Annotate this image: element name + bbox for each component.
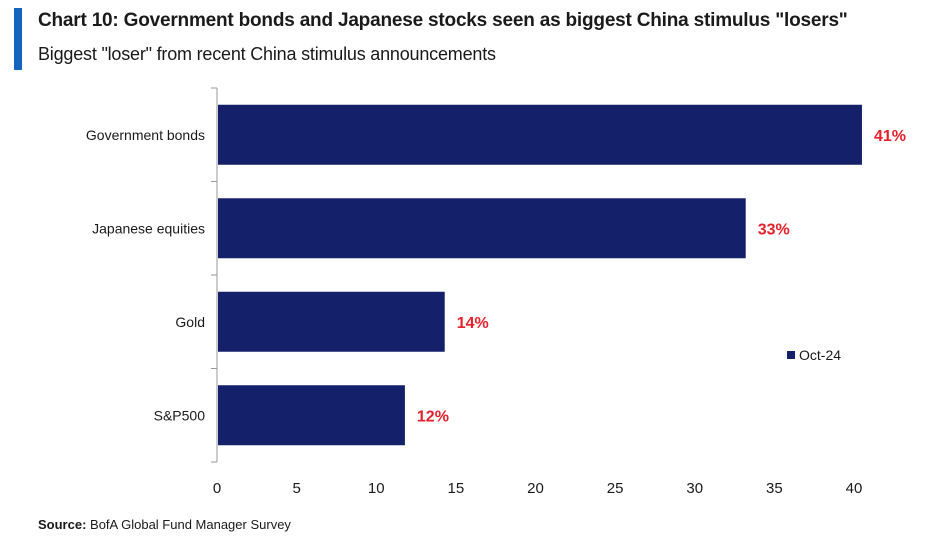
bar bbox=[218, 385, 405, 446]
legend-swatch bbox=[787, 351, 795, 359]
source-label: Source: bbox=[38, 517, 87, 532]
data-label: 41% bbox=[874, 128, 906, 145]
chart-subtitle: Biggest "loser" from recent China stimul… bbox=[38, 44, 496, 64]
category-label: Gold bbox=[175, 314, 205, 330]
x-tick-label: 5 bbox=[292, 480, 300, 497]
bar bbox=[218, 198, 746, 259]
bar bbox=[218, 104, 862, 165]
x-tick-label: 0 bbox=[213, 480, 221, 497]
chart-title: Chart 10: Government bonds and Japanese … bbox=[38, 10, 848, 31]
x-tick-label: 25 bbox=[607, 480, 624, 497]
x-tick-label: 35 bbox=[766, 480, 783, 497]
data-label: 12% bbox=[417, 408, 449, 425]
category-label: S&P500 bbox=[154, 407, 206, 423]
x-tick-label: 15 bbox=[448, 480, 465, 497]
x-tick-label: 40 bbox=[846, 480, 863, 497]
source-note: Source: BofA Global Fund Manager Survey bbox=[38, 517, 291, 532]
data-label: 33% bbox=[758, 221, 790, 238]
x-tick-label: 10 bbox=[368, 480, 385, 497]
category-label: Government bonds bbox=[86, 127, 205, 143]
category-label: Japanese equities bbox=[92, 220, 205, 236]
title-accent-bar bbox=[14, 8, 22, 70]
source-text: BofA Global Fund Manager Survey bbox=[90, 517, 291, 532]
bar bbox=[218, 291, 445, 352]
x-tick-label: 20 bbox=[527, 480, 544, 497]
x-tick-label: 30 bbox=[686, 480, 703, 497]
data-label: 14% bbox=[457, 315, 489, 332]
legend-label: Oct-24 bbox=[799, 347, 841, 363]
